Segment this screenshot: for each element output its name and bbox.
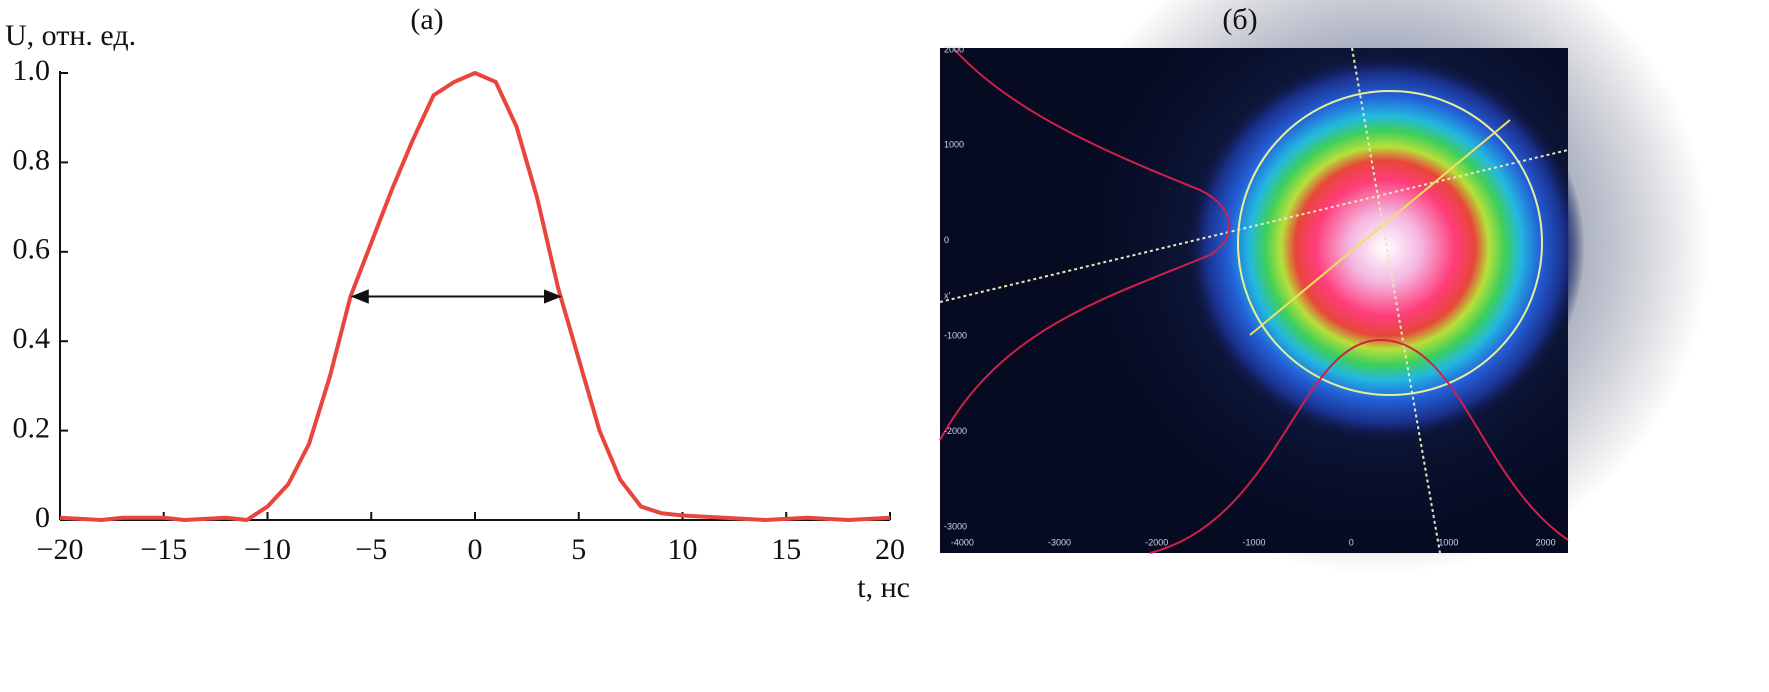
x-tick-label: −5 xyxy=(355,533,387,566)
x-axis-label: t, нс xyxy=(857,571,910,604)
x-tick-label: 0 xyxy=(468,533,483,566)
x-tick-label: -4000 xyxy=(951,537,974,547)
x-tick-label: 15 xyxy=(771,533,801,566)
data-line xyxy=(59,71,891,522)
y-tick-label: -1000 xyxy=(944,331,967,341)
chart-title: (б) xyxy=(1222,3,1257,36)
y-tick-label: 0 xyxy=(944,235,949,245)
y-tick-label: 1000 xyxy=(944,140,964,150)
y-tick-label: -2000 xyxy=(944,426,967,436)
y-tick-label: 0.6 xyxy=(13,233,51,266)
y-tick-label: -3000 xyxy=(944,522,967,532)
beam-spot xyxy=(1185,53,1585,443)
y-tick-label: 0.4 xyxy=(13,322,51,355)
x-tick-label: 0 xyxy=(1349,537,1354,547)
y-tick-label: 0.8 xyxy=(13,143,51,176)
annotation: x′ xyxy=(944,290,951,300)
x-tick-label: −15 xyxy=(140,533,187,566)
chart-title: (а) xyxy=(410,3,443,36)
x-tick-label: 1000 xyxy=(1438,537,1458,547)
x-tick-label: 10 xyxy=(668,533,698,566)
panel-b: (б) -4000 -3000 -2000 -1000 0 1000 2000 2000 1000… xyxy=(939,0,1710,575)
x-tick-label: 5 xyxy=(571,533,586,566)
profile-curve xyxy=(939,49,1231,441)
x-tick-label: -3000 xyxy=(1048,537,1071,547)
fit-circle xyxy=(1237,90,1543,396)
x-tick-label: 20 xyxy=(875,533,905,566)
y-tick-label: 2000 xyxy=(944,44,964,54)
x-tick-label: −10 xyxy=(244,533,291,566)
axis-line xyxy=(1351,47,1441,554)
x-tick-label: −20 xyxy=(37,533,84,566)
y-axis-label: U, отн. ед. xyxy=(5,19,136,52)
x-tick-label: -2000 xyxy=(1145,537,1168,547)
x-tick-label: 2000 xyxy=(1536,537,1556,547)
panel-a: (а) U, отн. ед. t, нс −20 −15 −10 −5 0 5 10 15 20 0 0… xyxy=(5,3,910,604)
y-tick-label: 0.2 xyxy=(13,411,51,444)
axis-line xyxy=(1249,119,1511,336)
profile-curve xyxy=(1149,338,1569,554)
y-tick-label: 1.0 xyxy=(13,54,51,87)
x-tick-label: -1000 xyxy=(1242,537,1265,547)
y-tick-label: 0 xyxy=(35,501,50,534)
